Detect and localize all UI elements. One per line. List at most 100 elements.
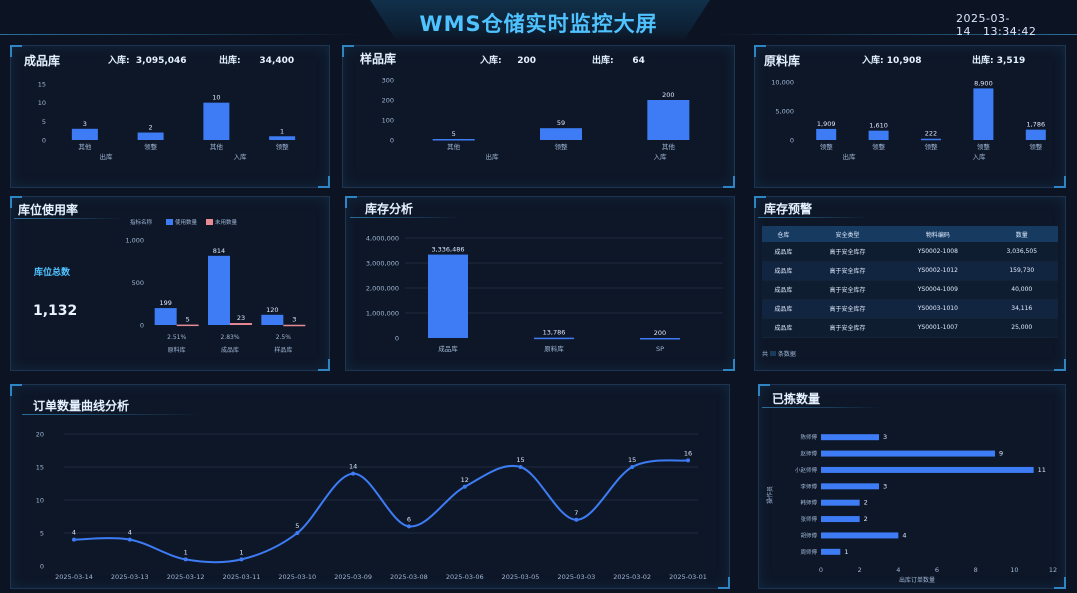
warning-table-header: 仓库 安全类型 物料编码 数量	[762, 226, 1058, 242]
table-header-cell: 数量	[985, 226, 1058, 242]
y-tick-label: 2,000,000	[366, 285, 399, 293]
x-tick-label: 2025-03-02	[613, 573, 651, 581]
bar	[647, 100, 690, 140]
panel-inventory-analysis	[345, 196, 735, 371]
x-tick-label: 领整	[555, 142, 569, 151]
x-tick-label: SP	[656, 345, 664, 353]
orders-title: 订单数量曲线分析	[33, 399, 130, 413]
bar-unused	[230, 323, 252, 325]
data-point	[406, 524, 411, 529]
x-tick-label: 2025-03-01	[669, 573, 707, 581]
y-tick-label: 15	[36, 464, 44, 472]
sample-in-value: 200	[517, 56, 537, 66]
data-point	[351, 471, 356, 476]
table-header-cell: 仓库	[762, 226, 805, 242]
bar	[428, 254, 468, 338]
dashboard-title: WMS仓储实时监控大屏	[419, 12, 658, 36]
legend-used-swatch	[166, 219, 173, 225]
group-label: 入库	[234, 152, 248, 161]
warning-table: 仓库 安全类型 物料编码 数量 成品库 高于安全库存 YS0002-1008 3,036,5…	[762, 226, 1058, 338]
data-point	[183, 557, 188, 562]
table-row[interactable]: 成品库 高于安全库存 YS0001-1007 25,000	[762, 318, 1058, 338]
x-tick-label: 样品库	[274, 346, 292, 354]
table-row[interactable]: 成品库 高于安全库存 YS0002-1008 3,036,505	[762, 242, 1058, 262]
bar	[432, 139, 475, 141]
data-point	[518, 465, 523, 469]
y-tick-label: 3,000,000	[366, 260, 399, 268]
table-cell: 25,000	[985, 318, 1058, 338]
panel-picked	[758, 384, 1066, 589]
raw-in-stat: 入库: 10,908	[862, 53, 921, 66]
table-cell: 34,116	[985, 299, 1058, 319]
bar-value-label: 1	[844, 548, 848, 556]
group-label: 出库	[486, 152, 500, 161]
x-tick-label: 12	[1049, 566, 1057, 574]
finished-in-stat: 入库: 3,095,046	[108, 53, 187, 66]
y-tick-label: 5	[40, 530, 44, 538]
picked-title: 已拣数量	[772, 392, 821, 406]
y-tick-label: 张师傅	[800, 515, 817, 523]
bar	[540, 128, 582, 140]
sample-out-value: 64	[632, 56, 645, 66]
finished-out-label: 出库:	[219, 56, 241, 66]
sample-in-stat: 入库: 200	[480, 53, 536, 66]
data-label: 4	[128, 529, 132, 537]
y-tick-label: 4,000,000	[366, 235, 399, 243]
bar	[821, 434, 879, 441]
x-tick-label: 4	[896, 566, 900, 574]
datetime: 2025-03-14 13:34:42	[956, 12, 1077, 38]
table-cell: 成品库	[762, 299, 805, 319]
bar-value-label: 2	[149, 124, 153, 132]
table-cell: YS0002-1008	[890, 242, 986, 262]
data-label: 4	[72, 529, 76, 537]
table-cell: 高于安全库存	[804, 318, 891, 338]
rate-label: 2.83%	[220, 334, 239, 341]
y-tick-label: 5,000	[775, 108, 794, 116]
table-cell: 159,730	[985, 261, 1058, 281]
finished-out-stat: 出库: 34,400	[219, 53, 294, 66]
x-tick-label: 10	[1010, 566, 1018, 574]
table-row[interactable]: 成品库 高于安全库存 YS0003-1010 34,116	[762, 299, 1058, 319]
sample-out-label: 出库:	[592, 56, 614, 66]
bar-value-label: 1,610	[869, 122, 888, 130]
x-tick-label: 2025-03-12	[167, 573, 205, 581]
bar	[868, 130, 889, 140]
data-point	[295, 531, 300, 535]
y-tick-label: 0	[790, 137, 794, 145]
table-cell: 40,000	[985, 280, 1058, 300]
y-tick-label: 10	[38, 99, 46, 107]
bar-value-label: 10	[212, 94, 220, 102]
data-label: 1	[184, 548, 188, 556]
x-tick-label: 领整	[872, 142, 886, 151]
group-label: 出库	[843, 152, 857, 161]
y-tick-label: 小赵师傅	[795, 466, 818, 474]
bar	[269, 136, 296, 140]
table-row[interactable]: 成品库 高于安全库存 YS0002-1012 159,730	[762, 261, 1058, 281]
x-tick-label: 2	[858, 566, 862, 574]
y-tick-label: 20	[36, 431, 44, 439]
y-tick-label: 300	[382, 77, 394, 85]
panel-raw-warehouse	[754, 45, 1066, 188]
raw-out-stat: 出库: 3,519	[972, 53, 1025, 66]
x-tick-label: 成品库	[221, 346, 239, 354]
bar-value-label: 4	[902, 531, 906, 539]
finished-in-value: 3,095,046	[135, 56, 187, 66]
warning-table-wrap[interactable]: 仓库 安全类型 物料编码 数量 成品库 高于安全库存 YS0002-1008 3,036,5…	[762, 226, 1058, 344]
bar-value-label: 1,909	[817, 120, 836, 128]
bar-used	[208, 255, 230, 325]
location-total-value: 1,132	[33, 303, 78, 319]
x-tick-label: 6	[935, 566, 939, 574]
bar	[973, 88, 994, 140]
date-text: 2025-03-14	[956, 12, 1010, 38]
x-tick-label: 2025-03-11	[223, 573, 261, 581]
bar	[821, 532, 899, 539]
table-row[interactable]: 成品库 高于安全库存 YS0004-1009 40,000	[762, 280, 1058, 300]
bar-value-label: 11	[1038, 466, 1046, 474]
bar-unused-value: 3	[292, 316, 296, 324]
raw-bar-chart: 10,000 5,000 0 1,909 领整 1,610 领整 222 领整 8,900 领整 1,…	[771, 79, 1046, 161]
y-tick-label: 赵师傅	[800, 450, 817, 458]
bar	[534, 337, 574, 340]
